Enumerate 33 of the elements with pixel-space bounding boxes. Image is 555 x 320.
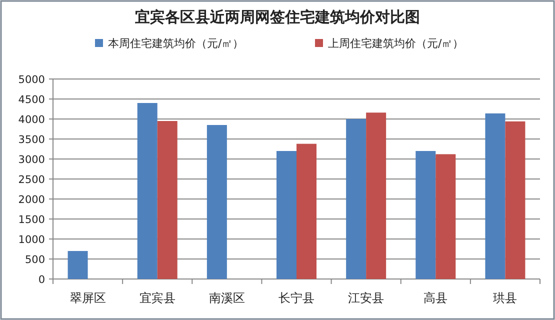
bar <box>346 119 366 279</box>
x-tick-label: 高县 <box>424 291 448 305</box>
bar <box>68 251 88 279</box>
x-tick-label: 珙县 <box>493 291 518 305</box>
legend-label: 本周住宅建筑均价（元/㎡） <box>108 37 244 50</box>
bar <box>485 113 506 279</box>
bar <box>276 151 296 279</box>
y-tick-label: 1500 <box>18 214 45 226</box>
bar <box>296 144 316 279</box>
bar <box>157 121 178 279</box>
x-tick-label: 南溪区 <box>208 291 245 305</box>
y-tick-label: 4000 <box>18 114 45 126</box>
y-tick-label: 1000 <box>18 234 45 246</box>
y-tick-label: 3000 <box>18 154 45 166</box>
y-tick-label: 0 <box>38 274 45 286</box>
x-tick-label: 宜宾县 <box>139 291 176 305</box>
y-tick-label: 5000 <box>18 74 45 86</box>
bar <box>206 125 227 279</box>
bar <box>505 121 526 279</box>
legend-label: 上周住宅建筑均价（元/㎡） <box>328 37 464 50</box>
bar <box>436 154 456 279</box>
y-tick-label: 3500 <box>18 134 45 146</box>
bar <box>366 112 386 279</box>
chart-title: 宜宾各区县近两周网签住宅建筑均价对比图 <box>135 8 420 26</box>
y-tick-label: 4500 <box>18 94 45 106</box>
y-tick-label: 500 <box>24 254 45 266</box>
x-tick-label: 长宁县 <box>278 291 314 305</box>
y-tick-label: 2000 <box>18 194 45 206</box>
x-tick-label: 翠屏区 <box>70 291 106 305</box>
x-tick-label: 江安县 <box>348 291 384 305</box>
bar <box>416 151 436 279</box>
bar <box>137 103 158 279</box>
y-tick-label: 2500 <box>18 174 45 186</box>
